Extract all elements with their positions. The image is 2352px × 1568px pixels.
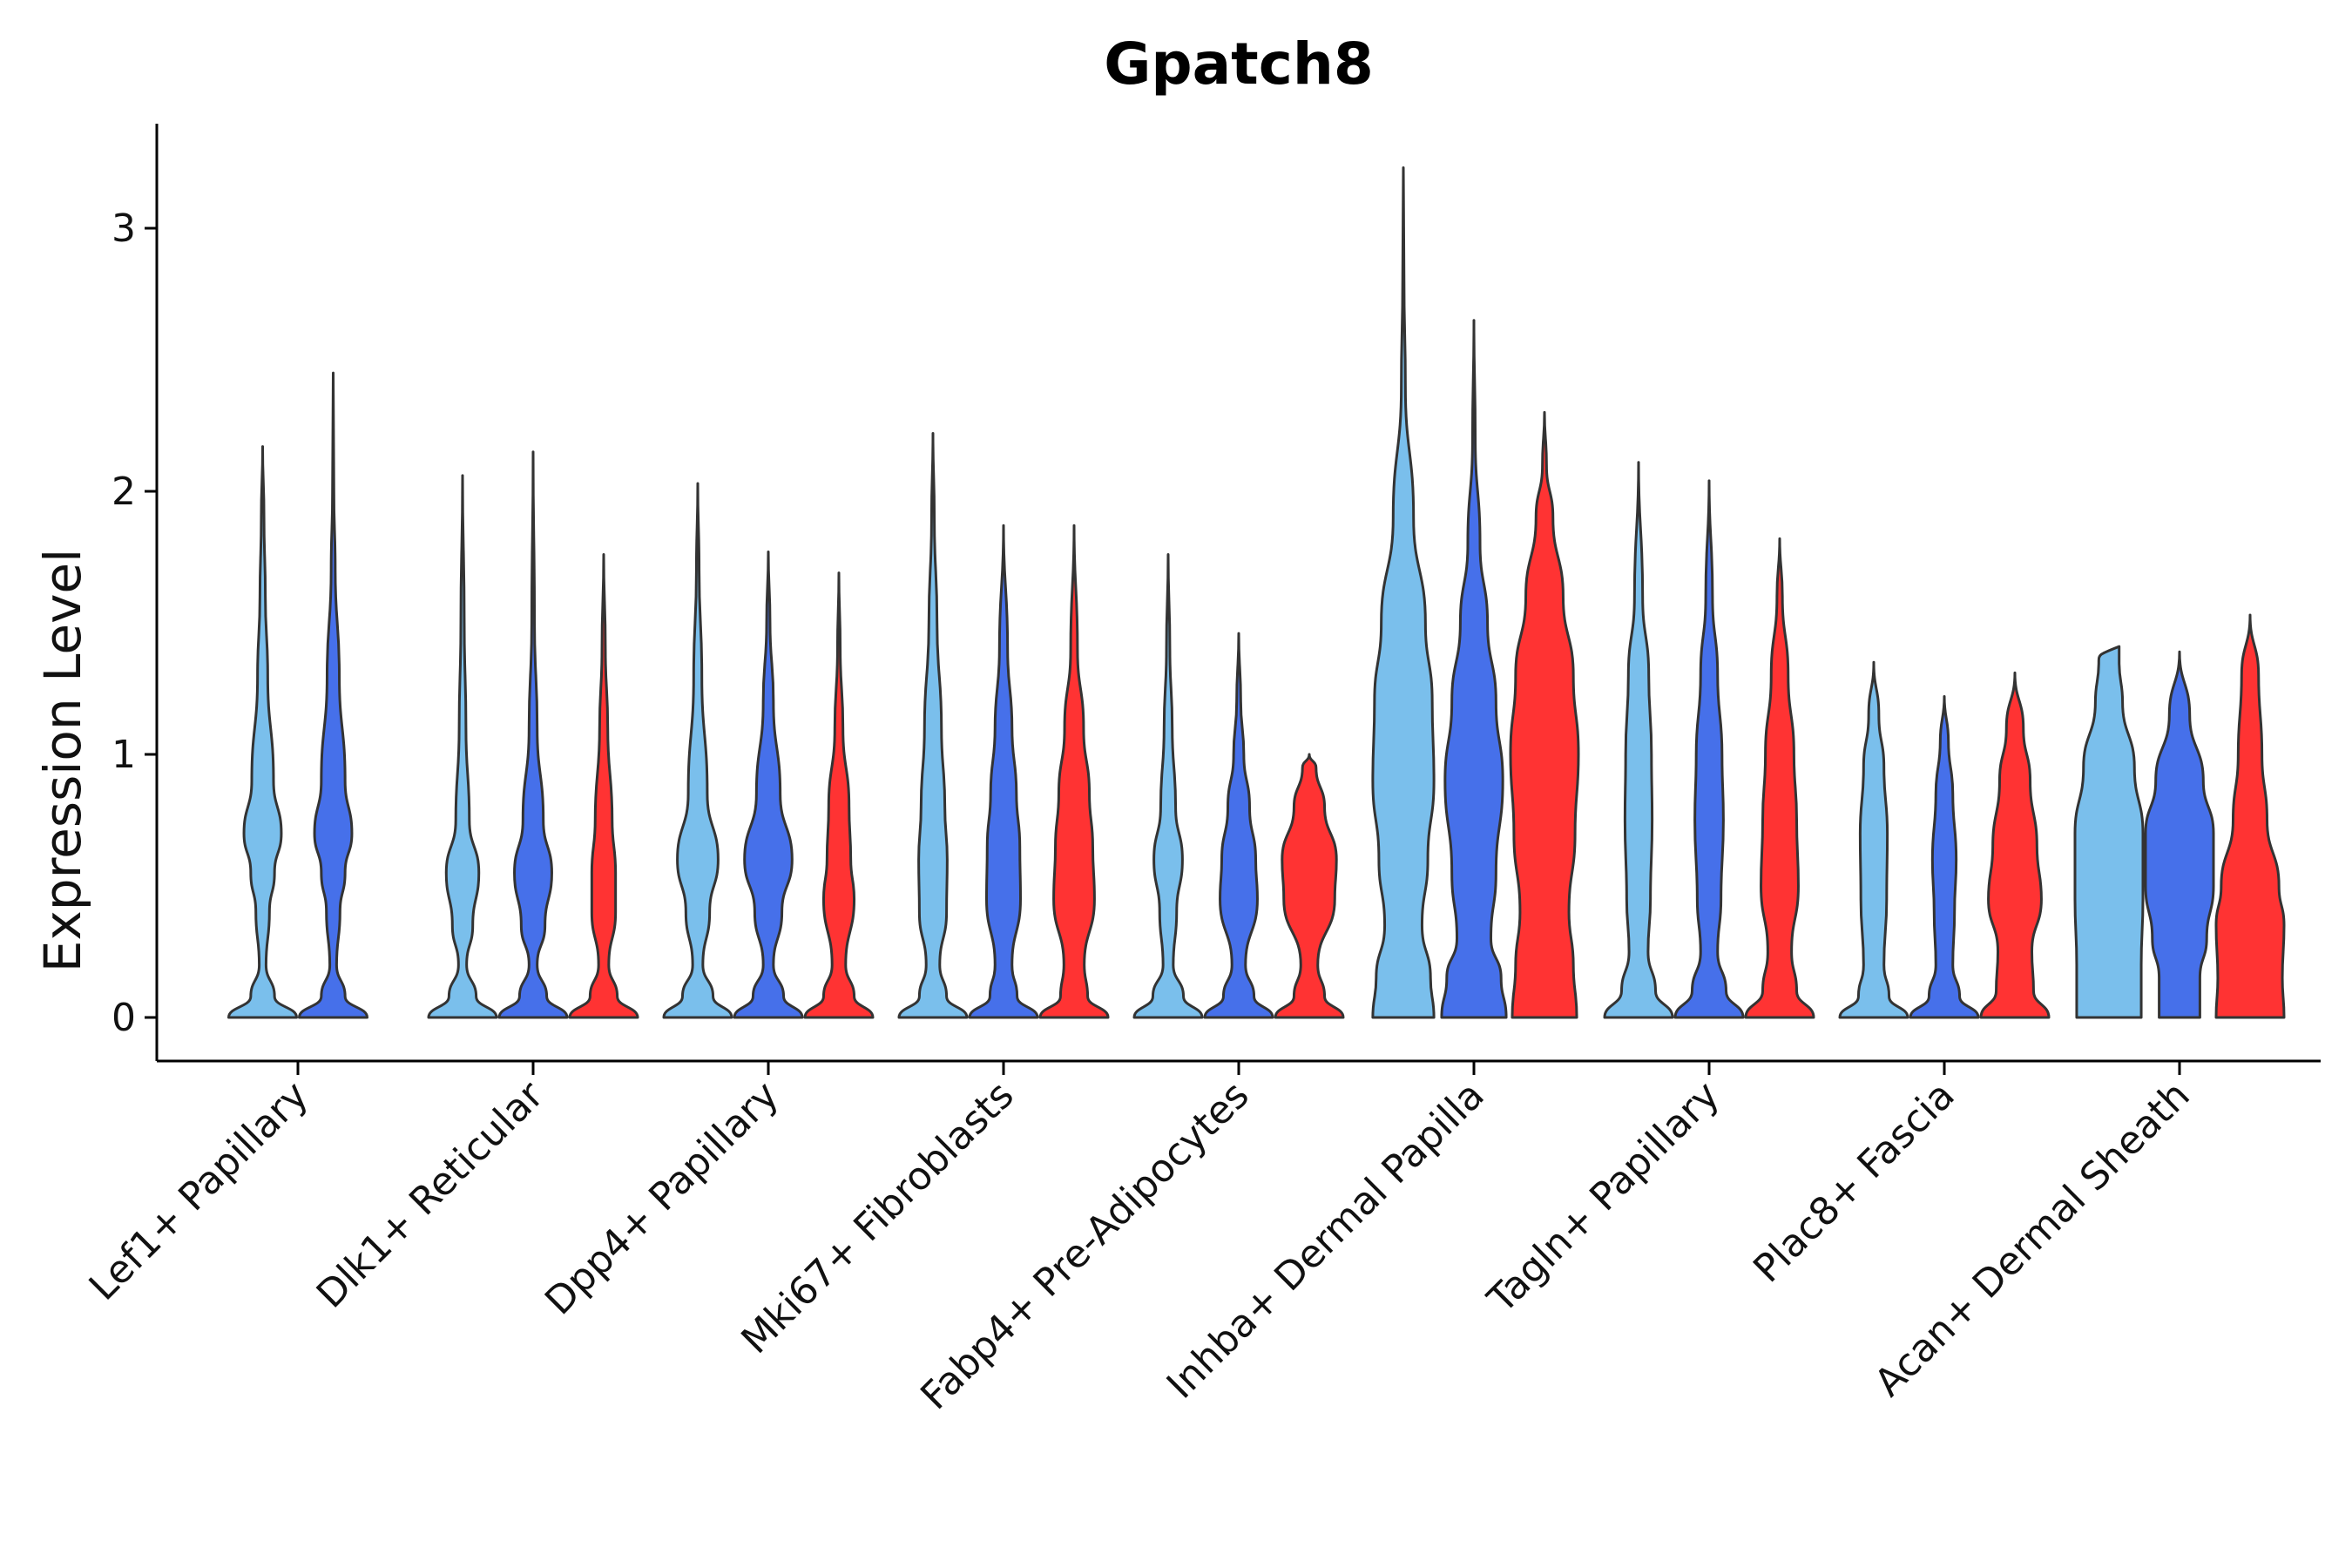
violin-2-group1	[427, 474, 498, 1019]
violin-layer	[227, 166, 2286, 1019]
x-tick-label: Lef1+ Papillary	[81, 1073, 317, 1309]
x-tick-label: Tagln+ Papillary	[1479, 1073, 1728, 1322]
violin-7-group1	[1603, 461, 1674, 1019]
violin-8-group3	[1979, 671, 2051, 1019]
chart-title: Gpatch8	[1104, 30, 1374, 98]
violin-6-group2	[1440, 319, 1508, 1019]
violin-2-group2	[497, 450, 569, 1019]
x-tick-label: Dpp4+ Papillary	[537, 1073, 787, 1324]
violin-1-group2	[298, 371, 368, 1019]
violin-4-group1	[897, 432, 969, 1019]
violin-5-group3	[1274, 753, 1345, 1019]
y-axis-label: Expression Level	[33, 549, 92, 972]
y-tick-label: 1	[112, 733, 136, 777]
violin-9-group1	[2073, 645, 2145, 1019]
violin-9-group2	[2144, 650, 2215, 1019]
violin-7-group2	[1673, 479, 1745, 1019]
violin-4-group3	[1038, 524, 1110, 1019]
x-tick-label: Plac8+ Fascia	[1745, 1073, 1963, 1292]
violin-7-group3	[1744, 537, 1815, 1019]
violin-1-group1	[227, 445, 298, 1019]
violin-2-group3	[568, 552, 639, 1019]
violin-6-group3	[1509, 410, 1580, 1019]
violin-8-group1	[1838, 660, 1909, 1019]
violin-5-group1	[1132, 552, 1204, 1019]
violin-5-group2	[1203, 632, 1274, 1019]
violin-3-group2	[733, 550, 804, 1019]
violin-6-group1	[1371, 166, 1436, 1019]
y-tick-label: 3	[112, 206, 136, 251]
violin-3-group3	[803, 571, 875, 1019]
x-tick-label: Dlk1+ Reticular	[308, 1072, 553, 1317]
violin-4-group2	[968, 524, 1039, 1019]
violin-8-group2	[1909, 695, 1980, 1019]
y-tick-label: 0	[112, 996, 136, 1040]
violin-3-group1	[662, 482, 733, 1019]
y-ticks: 0 1 2 3	[112, 206, 157, 1040]
violin-9-group3	[2214, 613, 2286, 1019]
y-tick-label: 2	[112, 470, 136, 514]
